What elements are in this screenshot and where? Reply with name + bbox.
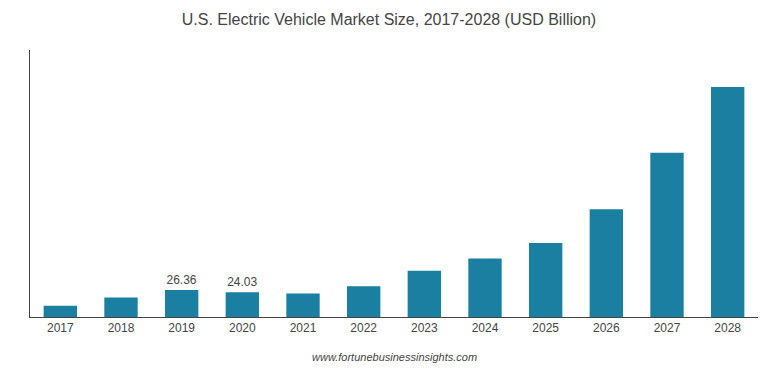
svg-text:2026: 2026 <box>593 321 620 335</box>
svg-text:2025: 2025 <box>532 321 559 335</box>
svg-text:2019: 2019 <box>168 321 195 335</box>
svg-text:2018: 2018 <box>108 321 135 335</box>
svg-text:2020: 2020 <box>229 321 256 335</box>
svg-text:2027: 2027 <box>654 321 681 335</box>
svg-text:2028: 2028 <box>714 321 741 335</box>
svg-text:2023: 2023 <box>411 321 438 335</box>
svg-text:U.S. Electric Vehicle Market S: U.S. Electric Vehicle Market Size, 2017-… <box>182 11 596 28</box>
svg-text:www.fortunebusinessinsights.co: www.fortunebusinessinsights.com <box>312 351 477 363</box>
svg-text:26.36: 26.36 <box>166 273 196 287</box>
svg-text:2017: 2017 <box>47 321 74 335</box>
svg-text:2024: 2024 <box>472 321 499 335</box>
svg-text:2021: 2021 <box>290 321 317 335</box>
svg-text:24.03: 24.03 <box>227 275 257 289</box>
svg-text:2022: 2022 <box>350 321 377 335</box>
